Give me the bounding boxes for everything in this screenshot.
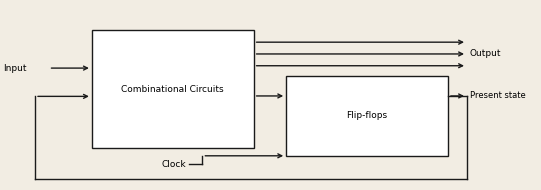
Text: Flip-flops: Flip-flops	[346, 111, 387, 120]
Text: Present state: Present state	[470, 91, 525, 101]
Bar	[92, 30, 254, 148]
Text: Combinational Circuits: Combinational Circuits	[121, 85, 224, 94]
Text: Clock: Clock	[162, 160, 187, 169]
Bar	[286, 76, 448, 156]
Text: Input: Input	[3, 64, 26, 73]
Text: Output: Output	[470, 49, 501, 59]
